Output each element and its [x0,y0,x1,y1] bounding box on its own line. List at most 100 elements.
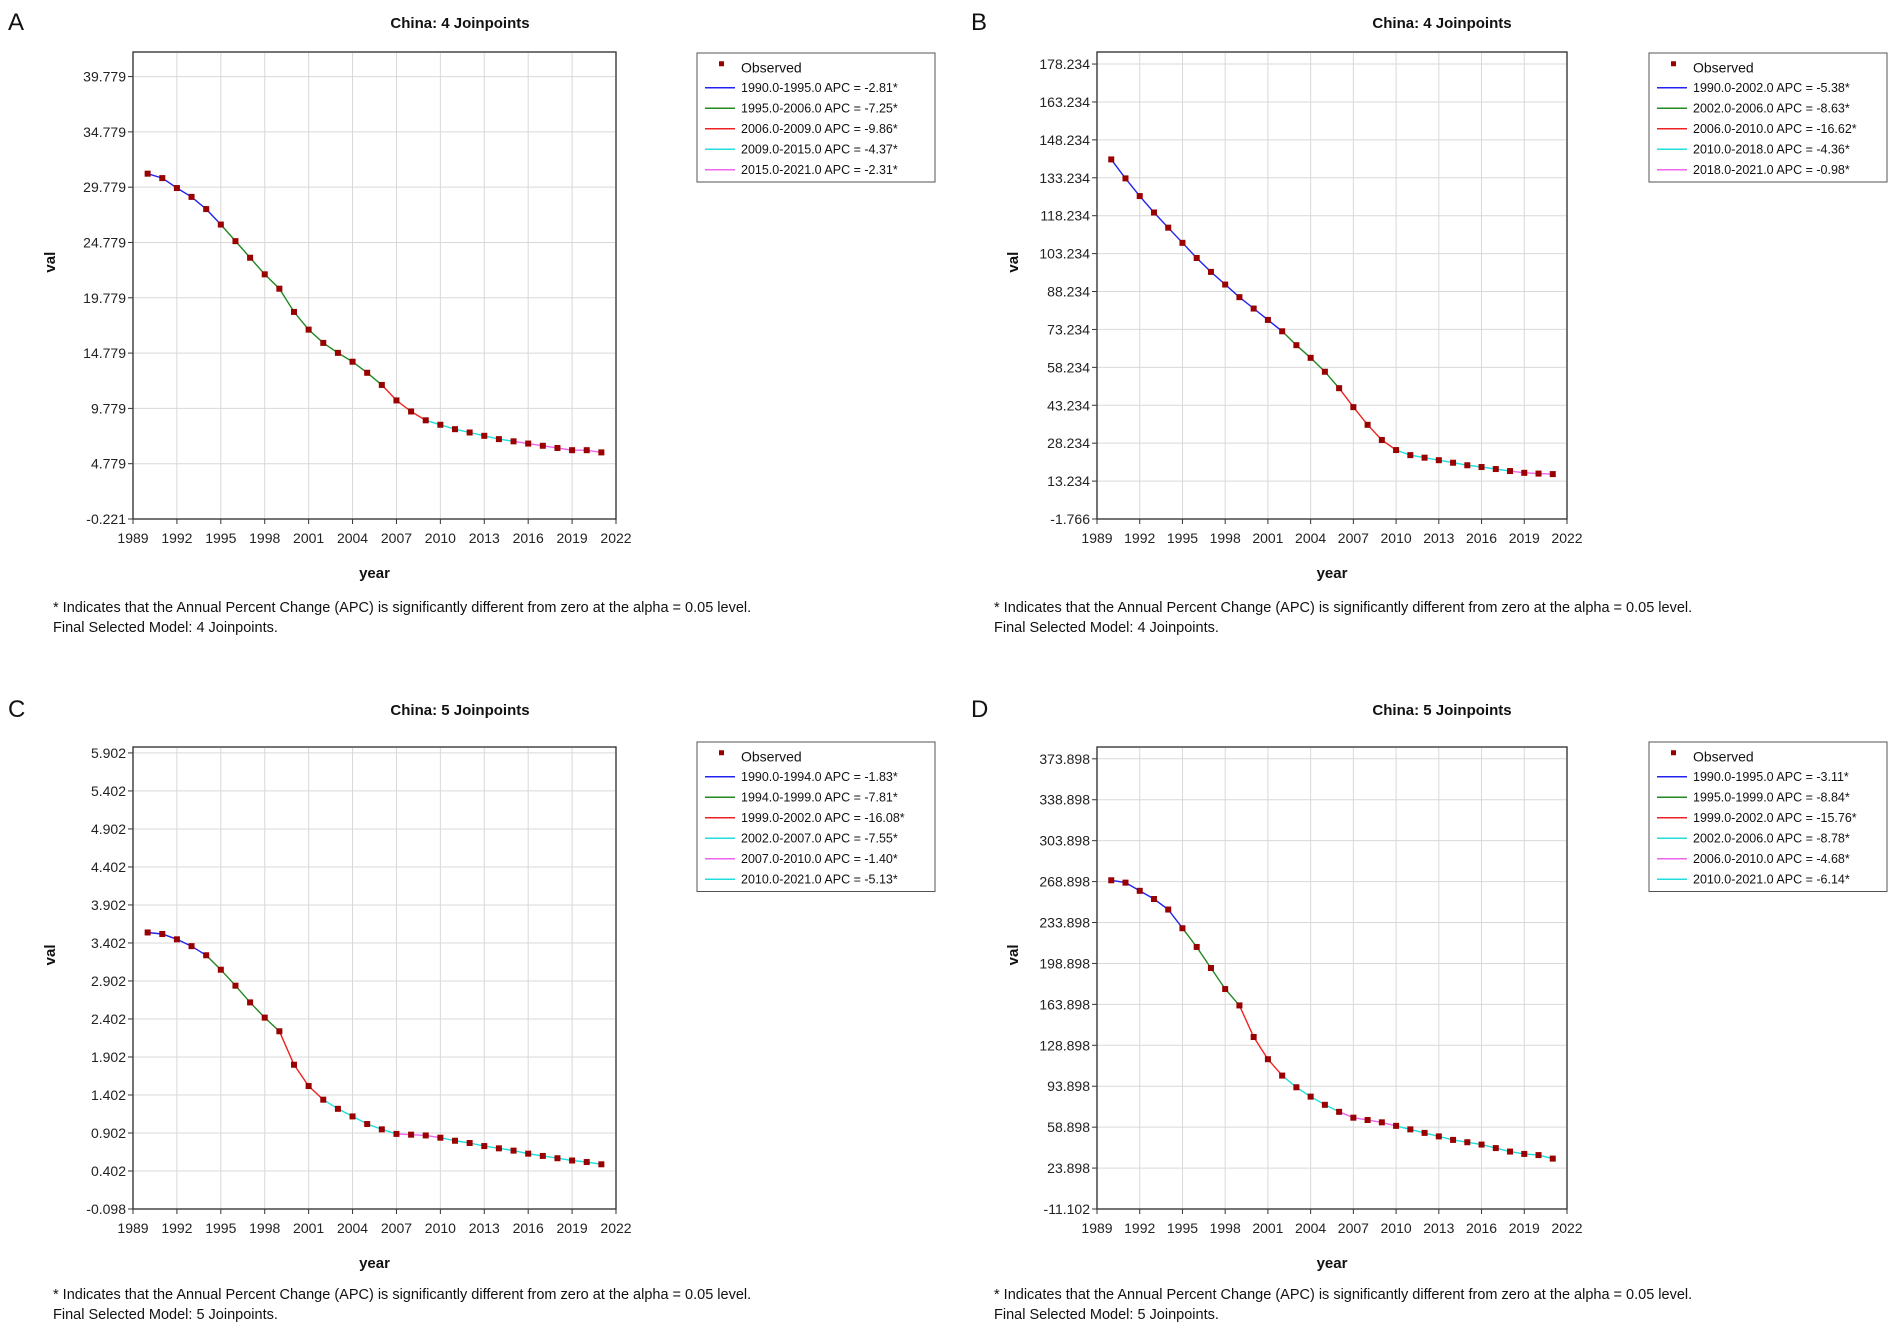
legend-entry-label: 1999.0-2002.0 APC = -15.76* [1693,811,1857,825]
legend-entry-label: 2010.0-2021.0 APC = -5.13* [741,872,898,886]
final-model-note: Final Selected Model: 4 Joinpoints. [994,620,1219,636]
legend-entry-label: 1999.0-2002.0 APC = -16.08* [741,811,905,825]
plot-frame [132,746,617,1210]
observed-point [1207,268,1214,275]
y-tick-label: 233.898 [1039,915,1090,931]
y-tick-label: 23.898 [1047,1160,1090,1176]
observed-point [1421,1129,1428,1136]
y-tick-label: -0.098 [86,1201,126,1217]
y-tick-label: 163.898 [1039,996,1090,1012]
observed-point [188,193,195,200]
legend-entry-label: 1990.0-1995.0 APC = -2.81* [741,81,898,95]
observed-point [525,440,532,447]
legend-entry-label: 1990.0-1994.0 APC = -1.83* [741,770,898,784]
legend-entry-label: 2002.0-2006.0 APC = -8.63* [1693,101,1850,115]
observed-point [1236,294,1243,301]
legend: Observed 1990.0-2002.0 APC = -5.38* 2002.0… [1648,52,1888,183]
y-tick-label: 29.779 [83,179,126,195]
observed-point [1507,1148,1514,1155]
y-tick-label: 268.898 [1039,874,1090,890]
observed-point [466,429,473,436]
x-tick-label: 2007 [381,1220,412,1236]
y-tick-label: 24.779 [83,234,126,250]
observed-point [349,358,356,365]
legend-entry-label: 2010.0-2021.0 APC = -6.14* [1693,872,1850,886]
chart-panel-d: D China: 5 Joinpoints -11.102 23.898 58.898 9… [971,696,1888,1323]
legend-entry-label: 1994.0-1999.0 APC = -7.81* [741,790,898,804]
segment-line-3 [381,384,427,421]
y-tick-label: 43.234 [1047,397,1090,413]
x-tick-label: 1998 [249,530,280,546]
x-tick-label: 1998 [1210,1220,1241,1236]
y-axis-label: val [1005,944,1022,965]
observed-point [364,369,371,376]
segment-line-5 [1509,470,1553,475]
y-tick-label: 9.779 [91,400,126,416]
observed-point [1549,1155,1556,1162]
chart-title: China: 5 Joinpoints [390,702,529,719]
y-tick-label: 58.234 [1047,359,1090,375]
x-tick-label: 2022 [1551,530,1582,546]
observed-point [1507,468,1514,475]
observed-point [1350,1114,1357,1121]
y-tick-label: 2.902 [91,973,126,989]
x-tick-label: 2019 [1509,530,1540,546]
observed-point [1321,1101,1328,1108]
y-tick-label: 34.779 [83,124,126,140]
observed-point [1478,1141,1485,1148]
observed-point [1435,457,1442,464]
y-tick-label: 4.779 [91,456,126,472]
observed-point [276,285,283,292]
legend-box [1648,52,1888,183]
observed-point [1193,254,1200,261]
observed-point [305,326,312,333]
plot-frame [132,51,617,520]
y-tick-label: -0.221 [86,511,126,527]
observed-point [232,982,239,989]
observed-point [1492,466,1499,473]
x-tick-label: 2004 [1295,530,1326,546]
significance-note: * Indicates that the Annual Percent Chan… [53,1287,751,1303]
observed-point [1250,305,1257,312]
y-tick-label: 3.902 [91,897,126,913]
x-tick-label: 2004 [337,1220,368,1236]
x-tick-label: 2010 [425,1220,456,1236]
y-tick-label: 14.779 [83,345,126,361]
observed-point [291,1061,297,1068]
x-tick-label: 1992 [161,1220,192,1236]
observed-point [554,444,561,451]
observed-point [1150,896,1157,903]
segment-line-5 [396,1133,441,1139]
x-tick-label: 2013 [469,1220,500,1236]
observed-point [378,381,385,388]
observed-point [1336,385,1343,392]
observed-point [364,1121,371,1128]
chart-panel-a: A China: 4 Joinpoints -0.221 4.779 9.779 14.7… [8,9,936,636]
x-axis-label: year [1317,1255,1348,1272]
observed-point [1136,887,1143,894]
observed-point [1535,470,1542,477]
legend-observed-label: Observed [1693,748,1754,764]
observed-point [422,1132,429,1139]
observed-point [232,238,239,245]
observed-point [261,271,268,278]
observed-point [1464,462,1471,469]
y-tick-label: 13.234 [1047,473,1090,489]
y-tick-label: 0.402 [91,1163,126,1179]
chart-title: China: 4 Joinpoints [390,15,529,32]
x-tick-label: 2010 [1381,530,1412,546]
x-tick-label: 1995 [1167,530,1198,546]
legend-observed-label: Observed [741,748,802,764]
legend-entry-label: 2006.0-2010.0 APC = -16.62* [1693,122,1857,136]
x-tick-label: 2001 [1252,1220,1283,1236]
observed-point [598,449,605,456]
observed-point [1393,1122,1400,1129]
y-tick-label: 118.234 [1040,208,1090,224]
legend-entry-label: 1995.0-2006.0 APC = -7.25* [741,101,898,115]
observed-point [583,1159,590,1166]
y-tick-label: 93.898 [1047,1078,1090,1094]
observed-point [1378,1119,1385,1126]
observed-point [437,421,444,428]
x-tick-label: 2004 [337,530,368,546]
